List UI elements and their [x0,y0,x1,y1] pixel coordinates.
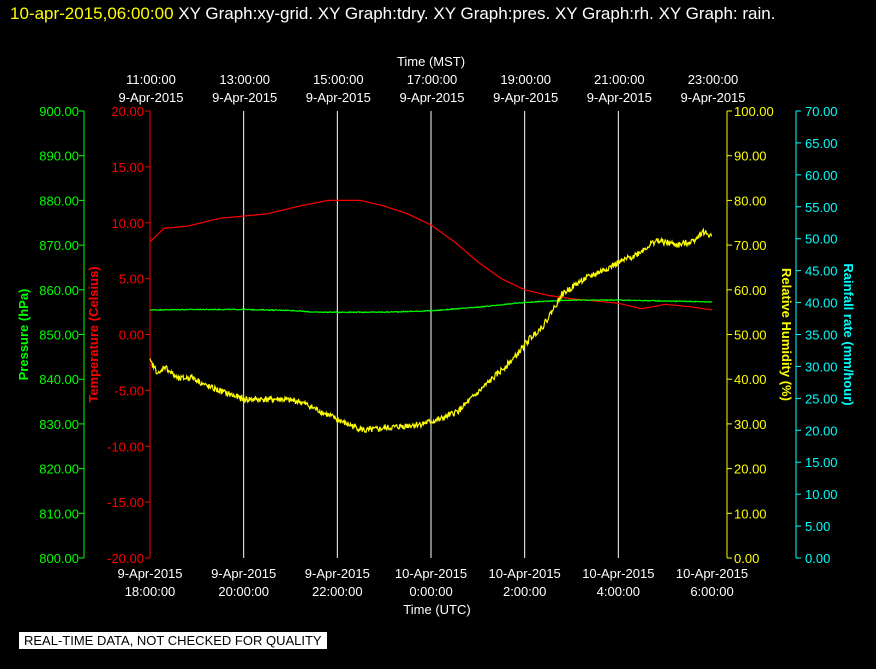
humidity-tick-label: 50.00 [734,328,767,343]
rainfall-tick-label: 15.00 [805,455,838,470]
pressure-tick-label: 890.00 [39,149,79,164]
temperature-tick-label: -20.00 [107,551,144,566]
rainfall-tick-label: 50.00 [805,232,838,247]
humidity-tick-label: 90.00 [734,149,767,164]
pressure-tick-label: 850.00 [39,328,79,343]
rh-series-line [149,227,713,434]
x-bottom-tick-date: 9-Apr-2015 [211,566,276,581]
series-lines [149,199,713,434]
temperature-tick-label: 10.00 [111,216,144,231]
rainfall-tick-label: 40.00 [805,296,838,311]
pressure-tick-label: 870.00 [39,238,79,253]
rainfall-tick-label: 0.00 [805,551,830,566]
rainfall-tick-label: 5.00 [805,519,830,534]
humidity-tick-label: 40.00 [734,372,767,387]
humidity-tick-label: 30.00 [734,417,767,432]
x-bottom-tick-time: 6:00:00 [690,584,733,599]
tdry-series-line [149,199,713,311]
humidity-axis-title: Relative Humidity (%) [779,268,794,401]
rainfall-axis-title: Rainfall rate (mm/hour) [841,263,856,405]
quality-disclaimer: REAL-TIME DATA, NOT CHECKED FOR QUALITY [19,632,327,649]
pressure-tick-label: 880.00 [39,193,79,208]
pressure-tick-label: 800.00 [39,551,79,566]
x-bottom-tick-date: 10-Apr-2015 [395,566,467,581]
rainfall-tick-label: 35.00 [805,328,838,343]
humidity-tick-label: 0.00 [734,551,759,566]
axis-titles: Pressure (hPa) Temperature (Celsius) Relat… [16,263,856,405]
x-bottom-tick-date: 9-Apr-2015 [305,566,370,581]
humidity-tick-label: 70.00 [734,238,767,253]
x-top-tick-date: 9-Apr-2015 [680,90,745,105]
x-bottom-tick-time: 2:00:00 [503,584,546,599]
rainfall-tick-label: 30.00 [805,359,838,374]
pressure-tick-label: 830.00 [39,417,79,432]
x-bottom-tick-time: 18:00:00 [125,584,176,599]
temperature-tick-label: -5.00 [114,383,144,398]
x-bottom-tick-time: 20:00:00 [218,584,269,599]
pressure-tick-label: 820.00 [39,462,79,477]
temperature-tick-label: 5.00 [119,272,144,287]
rainfall-tick-label: 20.00 [805,423,838,438]
temperature-tick-label: -15.00 [107,495,144,510]
pressure-tick-label: 900.00 [39,104,79,119]
x-bottom-tick-date: 10-Apr-2015 [676,566,748,581]
humidity-tick-label: 80.00 [734,193,767,208]
x-bottom-tick-time: 4:00:00 [597,584,640,599]
x-top-tick-date: 9-Apr-2015 [587,90,652,105]
x-top-tick-time: 17:00:00 [407,72,458,87]
x-top-tick-time: 11:00:00 [126,72,176,87]
x-top-tick-date: 9-Apr-2015 [306,90,371,105]
rainfall-tick-label: 45.00 [805,264,838,279]
x-bottom-axis-label: Time (UTC) [403,602,470,617]
x-bottom-tick-time: 22:00:00 [312,584,363,599]
humidity-tick-label: 20.00 [734,462,767,477]
humidity-tick-label: 60.00 [734,283,767,298]
x-bottom-tick-time: 0:00:00 [409,584,452,599]
humidity-tick-label: 100.00 [734,104,774,119]
humidity-tick-label: 10.00 [734,506,767,521]
rainfall-tick-label: 65.00 [805,136,838,151]
x-bottom-tick-date: 10-Apr-2015 [489,566,561,581]
rainfall-tick-label: 10.00 [805,487,838,502]
x-top-tick-time: 21:00:00 [594,72,645,87]
rainfall-tick-label: 55.00 [805,200,838,215]
temperature-tick-label: 15.00 [111,160,144,175]
tick-labels: 9-Apr-2015 18:00:00 9-Apr-2015 20:00:00 9-Ap… [39,72,837,599]
temperature-tick-label: 0.00 [119,328,144,343]
x-top-tick-date: 9-Apr-2015 [212,90,277,105]
rainfall-tick-label: 70.00 [805,104,838,119]
pressure-tick-label: 810.00 [39,506,79,521]
x-top-tick-date: 9-Apr-2015 [118,90,183,105]
pressure-axis-title: Pressure (hPa) [16,289,31,381]
graph-list: XY Graph:xy-grid. XY Graph:tdry. XY Grap… [178,4,776,23]
pres-series-line [149,298,713,314]
x-top-tick-time: 19:00:00 [500,72,551,87]
pressure-tick-label: 860.00 [39,283,79,298]
rainfall-tick-label: 25.00 [805,391,838,406]
x-bottom-tick-date: 9-Apr-2015 [117,566,182,581]
x-top-tick-date: 9-Apr-2015 [493,90,558,105]
axes [79,110,801,559]
temperature-tick-label: -10.00 [107,439,144,454]
x-top-tick-date: 9-Apr-2015 [399,90,464,105]
x-top-tick-time: 15:00:00 [313,72,364,87]
x-top-tick-time: 13:00:00 [219,72,270,87]
temperature-axis-title: Temperature (Celsius) [86,266,101,402]
x-bottom-tick-date: 10-Apr-2015 [582,566,654,581]
grid-lines [243,111,619,558]
graph-timestamp: 10-apr-2015,06:00:00 [10,4,174,23]
x-top-tick-time: 23:00:00 [688,72,739,87]
rainfall-tick-label: 60.00 [805,168,838,183]
title-line: 10-apr-2015,06:00:00 XY Graph:xy-grid. X… [10,2,870,26]
x-top-axis-label: Time (MST) [397,54,465,69]
temperature-tick-label: 20.00 [111,104,144,119]
pressure-tick-label: 840.00 [39,372,79,387]
